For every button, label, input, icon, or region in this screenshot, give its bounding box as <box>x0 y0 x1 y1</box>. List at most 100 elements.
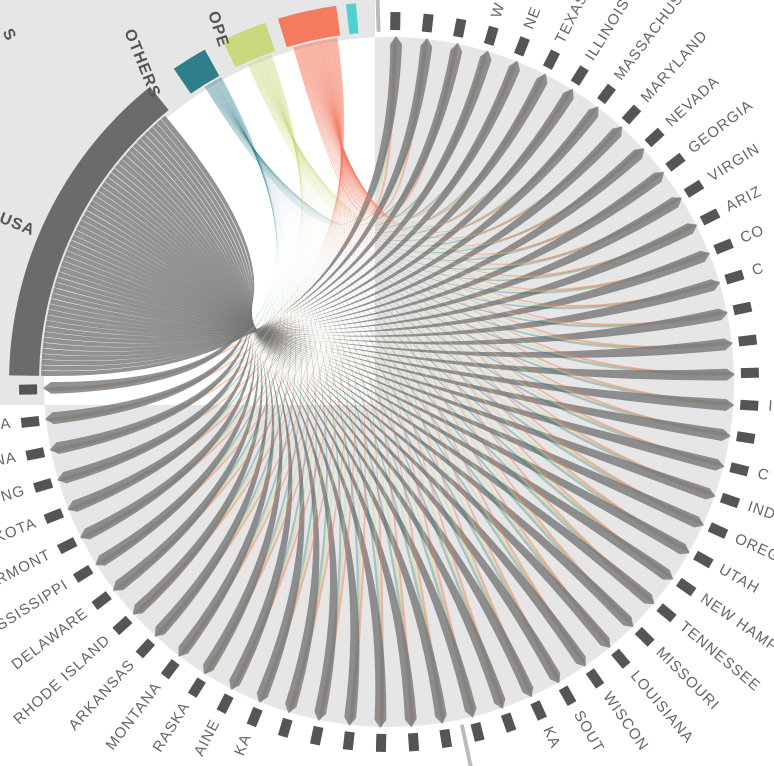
target-tick <box>513 36 530 57</box>
target-tick <box>570 65 589 86</box>
target-tick <box>634 626 655 647</box>
target-label: KA <box>539 724 564 751</box>
ribbon <box>62 255 716 500</box>
target-label: TEXAS <box>552 0 592 46</box>
target-tick <box>342 731 355 751</box>
target-label: IND <box>745 498 774 524</box>
target-tick <box>713 238 734 255</box>
ribbon <box>112 142 259 591</box>
target-tick <box>558 685 577 707</box>
ribbon <box>44 106 599 344</box>
target-label: AINE <box>191 717 224 759</box>
separator <box>460 724 473 766</box>
ribbon <box>260 56 327 704</box>
target-tick <box>187 677 206 698</box>
target-tick <box>611 648 631 669</box>
target-tick <box>25 447 46 461</box>
target-tick <box>683 179 705 198</box>
target-tick <box>310 725 324 746</box>
target-label: KA <box>231 731 255 758</box>
target-tick <box>644 127 665 148</box>
target-tick <box>707 522 729 539</box>
target-tick <box>736 431 756 444</box>
target-tick <box>439 728 453 749</box>
target-tick <box>33 478 54 493</box>
target-label: C <box>756 465 772 484</box>
target-tick <box>43 508 65 525</box>
source-band <box>346 3 359 35</box>
target-tick <box>729 462 750 477</box>
ribbon <box>43 88 574 348</box>
ribbon <box>45 148 645 337</box>
target-tick <box>421 13 434 33</box>
ribbon <box>44 126 623 340</box>
ribbon <box>64 250 704 528</box>
ribbon <box>48 223 698 333</box>
ribbon <box>55 277 735 381</box>
target-label: C <box>750 259 766 279</box>
target-tick <box>719 492 741 509</box>
ribbon <box>129 146 263 615</box>
target-tick <box>530 700 547 721</box>
target-tick <box>739 399 759 411</box>
ribbons <box>41 36 735 728</box>
target-tick <box>500 712 517 733</box>
source-band <box>222 22 276 68</box>
target-tick <box>738 334 758 347</box>
target-label: I <box>768 398 774 415</box>
target-tick <box>483 25 499 46</box>
ribbon <box>46 172 665 335</box>
target-label: SOUT <box>570 708 607 756</box>
target-label: OREG <box>732 530 774 565</box>
ribbon <box>213 81 561 683</box>
target-label: A <box>0 415 12 433</box>
ribbon <box>133 38 342 616</box>
target-tick <box>675 577 697 597</box>
target-tick <box>160 658 180 680</box>
target-label: ARIZ <box>723 183 765 216</box>
ribbon <box>57 271 735 411</box>
target-tick <box>91 591 112 610</box>
target-tick <box>656 603 677 623</box>
target-tick <box>699 208 721 226</box>
target-label: VIRGIN <box>705 140 763 185</box>
target-tick <box>246 706 263 728</box>
target-tick <box>216 693 234 714</box>
source-band <box>277 5 341 48</box>
ribbon <box>107 172 320 714</box>
ribbon <box>204 79 302 675</box>
target-tick <box>621 104 642 125</box>
target-tick <box>724 269 745 285</box>
target-label: NE <box>520 4 544 31</box>
ribbon <box>231 39 345 691</box>
target-label: KOTA <box>0 515 39 547</box>
target-tick <box>135 638 156 659</box>
ribbon <box>60 261 725 471</box>
ribbon <box>54 282 733 358</box>
target-tick <box>665 152 686 172</box>
target-tick <box>72 564 94 583</box>
ribbon <box>59 266 731 441</box>
source-bands <box>9 3 359 376</box>
ribbon <box>66 245 690 555</box>
separator <box>375 0 381 33</box>
ribbon <box>204 39 344 675</box>
target-label: NG <box>0 482 27 505</box>
target-label: UTAH <box>716 561 762 597</box>
target-label: NA <box>0 449 18 470</box>
ribbon <box>80 77 281 539</box>
target-label: W <box>488 0 509 19</box>
target-tick <box>693 550 714 569</box>
target-tick <box>407 732 420 752</box>
target-tick <box>453 18 467 38</box>
target-tick <box>542 49 561 70</box>
ribbon <box>95 138 256 566</box>
target-tick <box>470 722 485 742</box>
target-tick <box>56 537 78 555</box>
target-tick <box>20 415 40 428</box>
target-tick <box>597 83 616 105</box>
target-tick <box>585 668 605 689</box>
target-tick <box>112 615 133 636</box>
ribbon <box>47 197 682 333</box>
target-tick <box>277 717 293 738</box>
